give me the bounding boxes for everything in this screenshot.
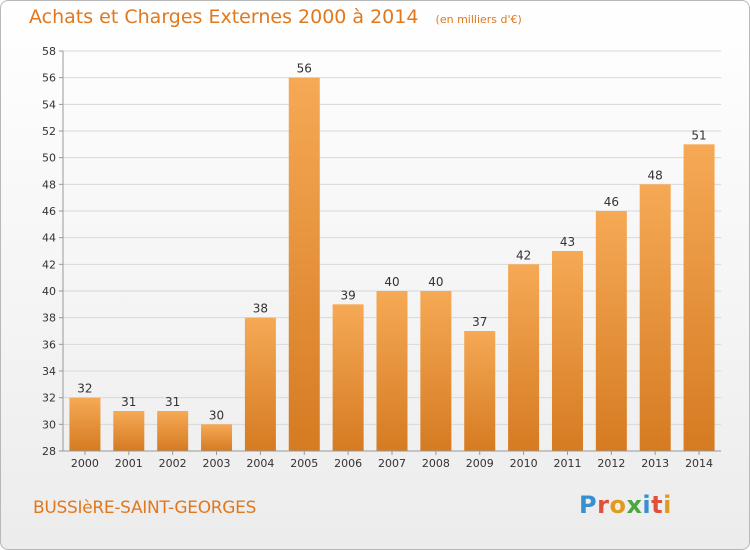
logo-letter: t [651, 491, 664, 519]
bar-2009 [464, 331, 496, 451]
data-label: 56 [297, 62, 312, 76]
y-tick-label: 50 [42, 152, 56, 165]
x-tick-label: 2012 [597, 457, 625, 470]
data-label: 40 [428, 275, 443, 289]
bar-2006 [332, 304, 364, 451]
y-tick-label: 30 [42, 418, 56, 431]
y-tick-label: 52 [42, 125, 56, 138]
bar-2003 [201, 424, 233, 451]
y-tick-label: 32 [42, 392, 56, 405]
y-tick-label: 40 [42, 285, 56, 298]
bar-2007 [376, 291, 408, 451]
y-tick-label: 28 [42, 445, 56, 458]
y-tick-label: 56 [42, 72, 56, 85]
chart-subtitle: (en milliers d'€) [435, 13, 522, 26]
bar-2011 [551, 251, 583, 451]
bar-2012 [595, 211, 627, 451]
bar-2004 [244, 317, 276, 451]
bar-2001 [113, 411, 145, 451]
bar-2000 [69, 397, 101, 451]
x-tick-label: 2014 [685, 457, 713, 470]
chart-title: Achats et Charges Externes 2000 à 2014 [29, 6, 419, 28]
data-label: 30 [209, 408, 224, 422]
data-label: 42 [516, 248, 531, 262]
x-tick-label: 2006 [334, 457, 362, 470]
data-label: 31 [121, 395, 136, 409]
x-tick-label: 2009 [466, 457, 494, 470]
y-tick-label: 54 [42, 98, 56, 111]
y-tick-label: 46 [42, 205, 56, 218]
y-tick-label: 36 [42, 338, 56, 351]
data-label: 51 [691, 128, 706, 142]
x-tick-label: 2001 [115, 457, 143, 470]
x-tick-label: 2002 [159, 457, 187, 470]
x-tick-label: 2013 [641, 457, 669, 470]
data-label: 38 [253, 302, 268, 316]
y-tick-label: 58 [42, 45, 56, 58]
data-label: 31 [165, 395, 180, 409]
x-tick-label: 2011 [553, 457, 581, 470]
x-tick-label: 2003 [203, 457, 231, 470]
y-tick-label: 42 [42, 258, 56, 271]
bar-2014 [683, 144, 715, 452]
data-label: 43 [560, 235, 575, 249]
bar-2002 [157, 411, 189, 451]
logo-letter: i [642, 491, 652, 519]
data-label: 48 [648, 168, 663, 182]
logo-letter: x [626, 491, 643, 519]
y-tick-label: 38 [42, 312, 56, 325]
proxiti-logo: Proxiti [579, 491, 672, 519]
logo-letter: r [597, 491, 610, 519]
x-tick-label: 2007 [378, 457, 406, 470]
data-label: 37 [472, 315, 487, 329]
logo-letter: o [609, 491, 627, 519]
y-tick-label: 34 [42, 365, 56, 378]
data-label: 46 [604, 195, 619, 209]
data-label: 32 [77, 382, 92, 396]
title-row: Achats et Charges Externes 2000 à 2014 (… [29, 6, 522, 28]
x-tick-label: 2010 [510, 457, 538, 470]
bar-2010 [508, 264, 540, 451]
x-tick-label: 2004 [246, 457, 274, 470]
bar-2008 [420, 291, 452, 451]
bar-2005 [288, 77, 320, 452]
logo-letter: i [663, 491, 672, 519]
x-tick-label: 2008 [422, 457, 450, 470]
data-label: 40 [384, 275, 399, 289]
y-tick-label: 48 [42, 178, 56, 191]
bar-2013 [639, 184, 671, 452]
logo-letter: P [579, 491, 598, 519]
x-tick-label: 2000 [71, 457, 99, 470]
commune-name: BUSSIèRE-SAINT-GEORGES [33, 498, 257, 518]
data-label: 39 [340, 288, 355, 302]
x-tick-label: 2005 [290, 457, 318, 470]
y-tick-label: 44 [42, 232, 56, 245]
